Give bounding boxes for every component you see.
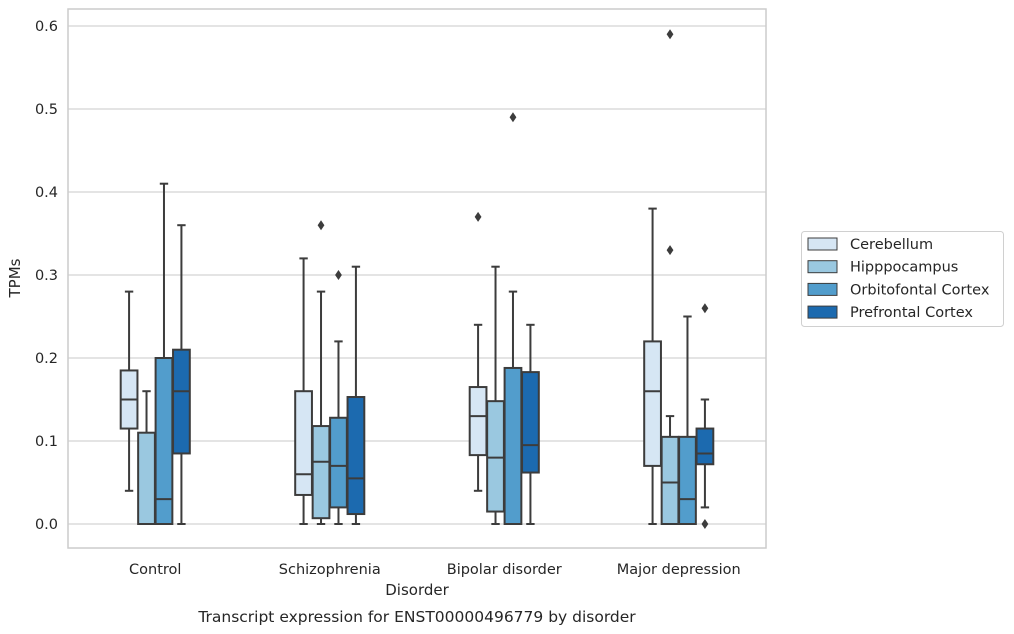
x-tick-label: Major depression [617, 562, 741, 578]
outlier-marker [509, 112, 517, 123]
legend-label: Hipppocampus [850, 260, 958, 276]
box-iqr [294, 390, 313, 496]
box-plot [521, 323, 540, 525]
legend-label: Orbitofontal Cortex [850, 282, 990, 298]
box-plot-groups [119, 29, 715, 529]
outlier-marker [701, 303, 709, 314]
legend-label: Prefrontal Cortex [850, 305, 973, 321]
outlier-marker [701, 519, 709, 529]
box-iqr [503, 366, 523, 525]
y-tick-label: 0.3 [35, 268, 58, 284]
legend-frame [801, 231, 1004, 327]
legend-swatch [807, 305, 838, 319]
y-tick-label: 0.0 [35, 517, 58, 533]
box-iqr [486, 400, 505, 513]
y-tick-label: 0.2 [35, 351, 58, 367]
x-tick-label: Control [129, 562, 181, 578]
y-tick-label: 0.5 [35, 102, 58, 118]
box-plot [172, 224, 191, 525]
box-plot [695, 303, 715, 529]
box-iqr [172, 348, 191, 455]
box-plot [486, 265, 505, 525]
box-iqr [660, 435, 680, 526]
outlier-marker [666, 245, 674, 256]
legend-swatch [807, 282, 838, 296]
x-axis-label: Disorder [385, 581, 449, 599]
box-iqr [346, 396, 366, 516]
legend-swatch [807, 260, 838, 274]
box-iqr [137, 431, 156, 526]
box-iqr [521, 371, 540, 474]
legend-label: Cerebellum [850, 237, 933, 253]
outlier-marker [317, 220, 325, 231]
outlier-marker [474, 211, 482, 222]
chart-caption: Transcript expression for ENST0000049677… [197, 608, 636, 626]
y-axis-label: TPMs [6, 258, 24, 298]
outlier-marker [335, 270, 342, 280]
y-tick-label: 0.6 [35, 19, 58, 35]
box-plot [346, 265, 366, 525]
y-tick-label: 0.1 [35, 434, 58, 450]
box-iqr [695, 427, 715, 466]
box-plot [468, 211, 488, 492]
x-tick-label: Schizophrenia [279, 562, 381, 578]
box-plot [660, 29, 680, 526]
x-tick-label: Bipolar disorder [447, 562, 562, 578]
box-plot [119, 290, 139, 492]
y-axis-ticks: 0.0 0.1 0.2 0.3 0.4 0.5 0.6 [35, 19, 58, 533]
box-plot [643, 207, 662, 525]
box-iqr [329, 416, 348, 509]
box-plot [137, 390, 156, 526]
legend: Cerebellum Hipppocampus Orbitofontal Corte… [801, 231, 1004, 327]
legend-swatch [807, 237, 838, 251]
box-iqr [678, 435, 697, 526]
box-iqr [311, 425, 331, 520]
plot-frame [67, 8, 767, 549]
box-plot [678, 315, 697, 526]
y-tick-label: 0.4 [35, 185, 58, 201]
box-iqr [643, 340, 662, 467]
box-iqr [468, 386, 488, 457]
x-axis-ticks: Control Schizophrenia Bipolar disorder Majo… [129, 562, 741, 578]
outlier-marker [666, 29, 674, 40]
